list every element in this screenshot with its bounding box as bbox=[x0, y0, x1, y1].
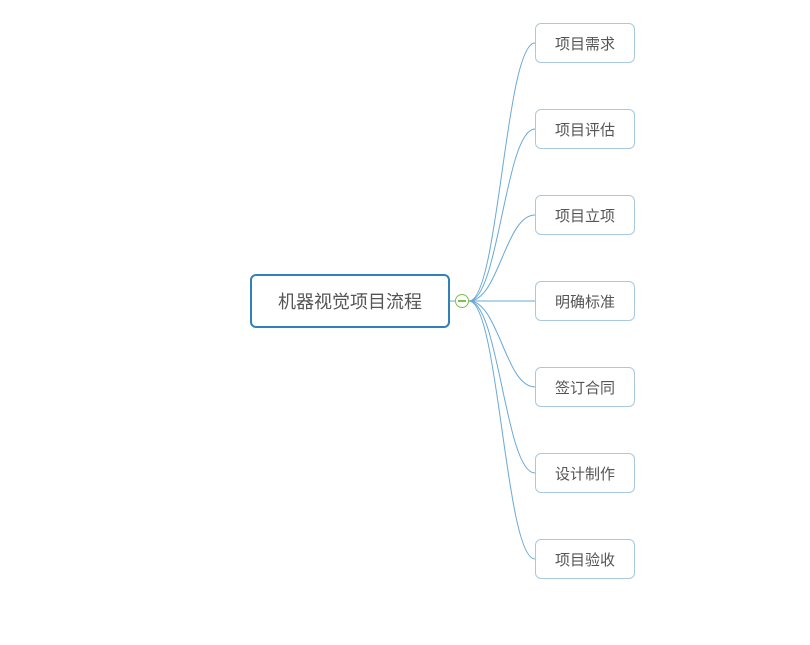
child-node-label: 设计制作 bbox=[555, 463, 615, 484]
child-node-label: 项目需求 bbox=[555, 33, 615, 54]
child-node-5[interactable]: 设计制作 bbox=[535, 453, 635, 493]
child-node-2[interactable]: 项目立项 bbox=[535, 195, 635, 235]
collapse-handle[interactable] bbox=[455, 294, 469, 308]
child-node-label: 项目验收 bbox=[555, 549, 615, 570]
child-node-4[interactable]: 签订合同 bbox=[535, 367, 635, 407]
child-node-1[interactable]: 项目评估 bbox=[535, 109, 635, 149]
child-node-label: 明确标准 bbox=[555, 291, 615, 312]
child-node-label: 项目评估 bbox=[555, 119, 615, 140]
minus-icon bbox=[458, 300, 466, 302]
mindmap-canvas: 机器视觉项目流程 项目需求 项目评估 项目立项 明确标准 签订合同 设计制作 项… bbox=[0, 0, 810, 645]
child-node-label: 项目立项 bbox=[555, 205, 615, 226]
child-node-3[interactable]: 明确标准 bbox=[535, 281, 635, 321]
center-node-label: 机器视觉项目流程 bbox=[278, 288, 422, 314]
child-node-0[interactable]: 项目需求 bbox=[535, 23, 635, 63]
child-node-6[interactable]: 项目验收 bbox=[535, 539, 635, 579]
child-node-label: 签订合同 bbox=[555, 377, 615, 398]
center-node[interactable]: 机器视觉项目流程 bbox=[250, 274, 450, 328]
